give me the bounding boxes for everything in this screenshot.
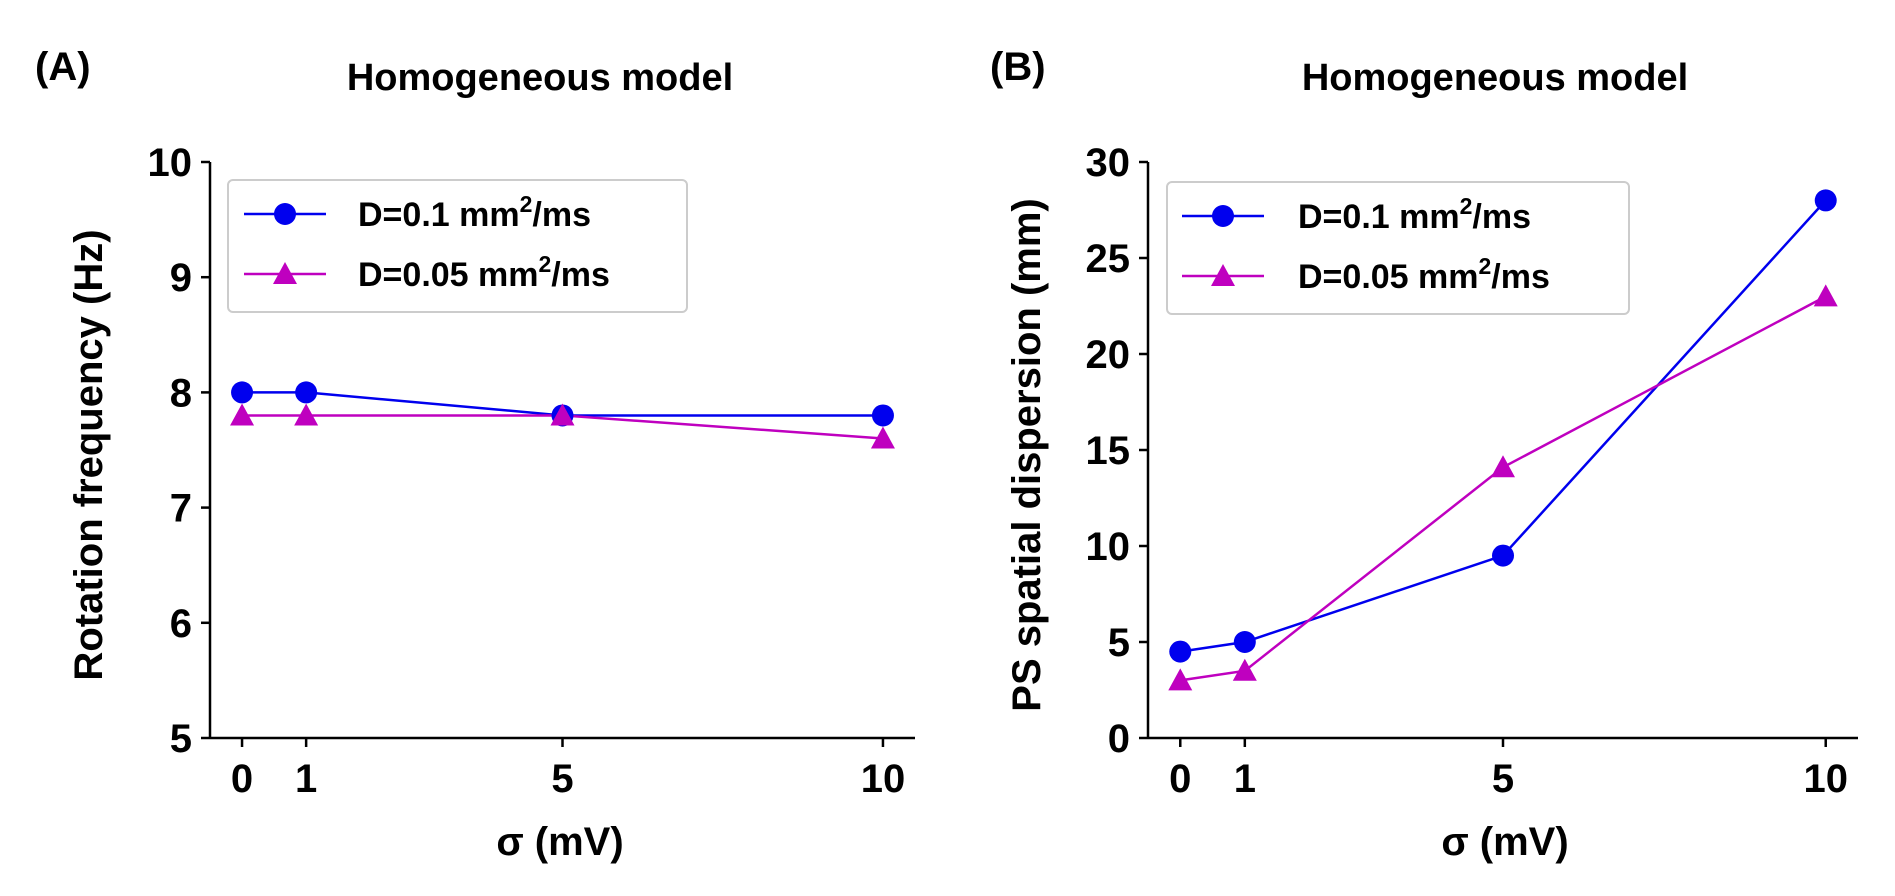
panel-a-legend-label-0: D=0.1 mm2/ms	[358, 191, 591, 234]
panel-a: (A) Homogeneous model σ (mV) Rotation fr…	[35, 45, 915, 864]
panel-a-x-tick-label: 10	[861, 757, 906, 801]
panel-b-y-tick-label: 10	[1086, 525, 1131, 569]
panel-a-series-0-point	[871, 404, 894, 427]
panel-b-x-axis-label: σ (mV)	[1441, 820, 1568, 864]
panel-a-title: Homogeneous model	[347, 57, 733, 99]
panel-b-series-0-point	[1492, 544, 1514, 567]
panel-b-legend-label-1: D=0.05 mm2/ms	[1298, 253, 1550, 296]
panel-a-y-tick-label: 10	[148, 141, 193, 185]
panel-b-series-0-point	[1814, 189, 1837, 212]
panel-a-series-1-line	[242, 414, 884, 440]
panel-a-x-axis-label: σ (mV)	[496, 820, 623, 864]
panel-a-y-tick-label: 8	[170, 371, 192, 415]
panel-a-y-tick-label: 7	[170, 487, 192, 531]
panel-a-series-0-point	[231, 381, 254, 404]
panel-b-y-tick-label: 15	[1086, 429, 1131, 473]
panel-b-legend-marker-0	[1212, 205, 1234, 227]
panel-a-label: (A)	[35, 45, 91, 89]
panel-b-legend-box	[1166, 181, 1630, 315]
panel-a-series-1-point	[870, 426, 895, 449]
panel-b-y-axis-label: PS spatial dispersion (mm)	[1005, 198, 1049, 711]
panel-a-legend-box	[227, 179, 688, 313]
panel-b-series-0-point	[1169, 640, 1192, 663]
panel-a-x-tick-label: 1	[295, 757, 317, 801]
panel-b-series-1-point	[1813, 284, 1838, 307]
panel-a-plot-area	[230, 381, 895, 449]
panel-b-y-tick-label: 0	[1108, 717, 1130, 761]
panel-b-legend-label-0: D=0.1 mm2/ms	[1298, 193, 1531, 236]
panel-b: (B) Homogeneous model σ (mV) PS spatial …	[990, 45, 1858, 864]
panel-b-legend-marker-1	[1211, 264, 1235, 286]
panel-a-series-0-point	[295, 381, 318, 404]
panel-a-y-axis-label: Rotation frequency (Hz)	[67, 229, 111, 680]
panel-b-x-tick-label: 0	[1169, 757, 1191, 801]
panel-a-y-tick-label: 6	[170, 602, 192, 646]
panel-b-x-tick-label: 10	[1803, 757, 1848, 801]
panel-b-title: Homogeneous model	[1302, 57, 1688, 99]
panel-b-y-tick-label: 5	[1108, 621, 1130, 665]
panel-a-series-1-point	[294, 403, 319, 426]
panel-a-legend: D=0.1 mm2/ms D=0.05 mm2/ms	[227, 179, 688, 313]
panel-a-y-tick-label: 5	[170, 717, 192, 761]
panel-b-plot-area	[1168, 189, 1838, 691]
panel-b-series-0-point	[1233, 631, 1256, 653]
panel-a-legend-label-1: D=0.05 mm2/ms	[358, 251, 610, 294]
panel-b-label: (B)	[990, 45, 1046, 89]
panel-a-series-1-point	[230, 403, 255, 426]
panel-b-y-tick-label: 20	[1086, 333, 1131, 377]
panel-a-x-tick-label: 5	[551, 757, 573, 801]
panel-b-x-tick-label: 5	[1492, 757, 1514, 801]
panel-a-axes: 5 6 7 8 9 10 0 1 5 10	[148, 141, 915, 801]
panel-b-y-tick-label: 25	[1086, 237, 1131, 281]
panel-a-series-1-point	[550, 403, 575, 426]
panel-b-legend: D=0.1 mm2/ms D=0.05 mm2/ms	[1166, 181, 1630, 315]
panel-a-series-0-line	[242, 391, 883, 417]
panel-a-legend-marker-0	[274, 203, 296, 225]
panel-a-y-tick-label: 9	[170, 256, 192, 300]
panel-b-x-tick-label: 1	[1234, 757, 1256, 801]
panel-b-series-0-line	[1180, 199, 1827, 653]
panel-b-series-1-point	[1491, 455, 1515, 478]
panel-b-series-1-line	[1180, 295, 1827, 682]
panel-b-series-1-point	[1232, 658, 1257, 681]
panel-a-x-tick-label: 0	[231, 757, 253, 801]
panel-b-series-1-point	[1168, 668, 1193, 691]
panel-a-legend-marker-1	[273, 262, 297, 284]
panel-b-y-tick-label: 30	[1086, 141, 1131, 185]
